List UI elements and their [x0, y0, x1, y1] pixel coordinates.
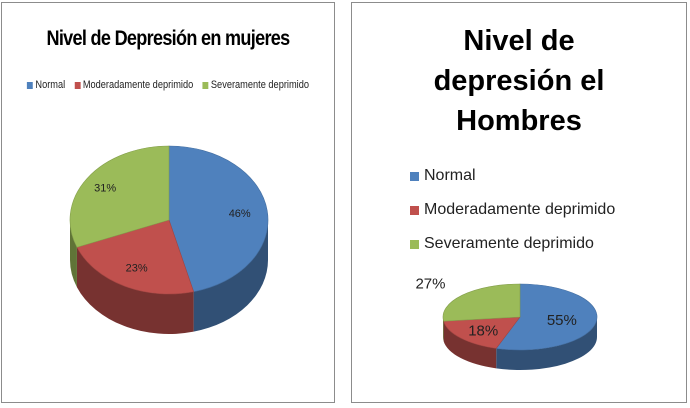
data-label: 46% [229, 208, 251, 220]
legend: Normal Moderadamente deprimido Severamen… [410, 159, 615, 261]
legend-swatch-severo [202, 81, 209, 89]
legend-item: Severamente deprimido [410, 227, 615, 261]
pie-side-group [443, 317, 597, 370]
legend-swatch-moderado [74, 81, 81, 89]
pie-slice-1 [76, 219, 195, 295]
legend-label: Moderadamente deprimido [424, 201, 616, 218]
legend-swatch-normal [410, 171, 419, 181]
pie-slice-side-0 [193, 220, 268, 332]
legend-label: Severamente deprimido [210, 79, 310, 91]
legend-label: Moderadamente deprimido [82, 79, 194, 91]
data-label: 31% [94, 182, 116, 194]
pie-slice-0 [168, 145, 269, 293]
legend-label: Severamente deprimido [424, 235, 594, 252]
pie-slice-side-0 [496, 317, 597, 370]
legend-swatch-normal [26, 81, 33, 89]
pie-slice-side-1 [76, 247, 194, 334]
pie-slice-side-1 [443, 321, 497, 369]
legend-swatch-severo [410, 239, 419, 249]
data-label: 27% [415, 275, 445, 292]
legend-item: Moderadamente deprimido [410, 193, 615, 227]
legend-label: Normal [35, 79, 66, 91]
pie-slice-2 [442, 283, 521, 322]
pie-side-group [70, 220, 268, 334]
legend: Normal Moderadamente deprimido Severamen… [26, 79, 309, 91]
pie-slice-side-2 [70, 220, 77, 288]
data-label: 23% [126, 262, 148, 274]
legend-label: Normal [424, 167, 476, 184]
legend-item: Moderadamente deprimido [74, 79, 193, 91]
chart-panel-women: Nivel de Depresión en mujeres Normal Mod… [1, 2, 335, 403]
data-label: 55% [547, 312, 577, 329]
legend-swatch-moderado [410, 205, 419, 215]
legend-item: Normal [26, 79, 66, 91]
pie-chart-women: 46% 23% 31% [69, 145, 269, 334]
pie-slice-2 [69, 145, 170, 248]
legend-item: Severamente deprimido [202, 79, 309, 91]
pie-chart-men: 55% 18% 27% [415, 275, 598, 370]
legend-item: Normal [410, 159, 615, 193]
pie-slice-1 [443, 316, 521, 349]
data-label: 18% [468, 322, 498, 339]
chart-title: Nivel de depresión el Hombres [433, 25, 605, 137]
pie-slice-0 [495, 283, 598, 351]
pie-slice-side-2 [443, 317, 444, 342]
chart-panel-men: Nivel de depresión el Hombres Normal Mod… [351, 2, 687, 403]
chart-title: Nivel de Depresión en mujeres [46, 27, 290, 50]
